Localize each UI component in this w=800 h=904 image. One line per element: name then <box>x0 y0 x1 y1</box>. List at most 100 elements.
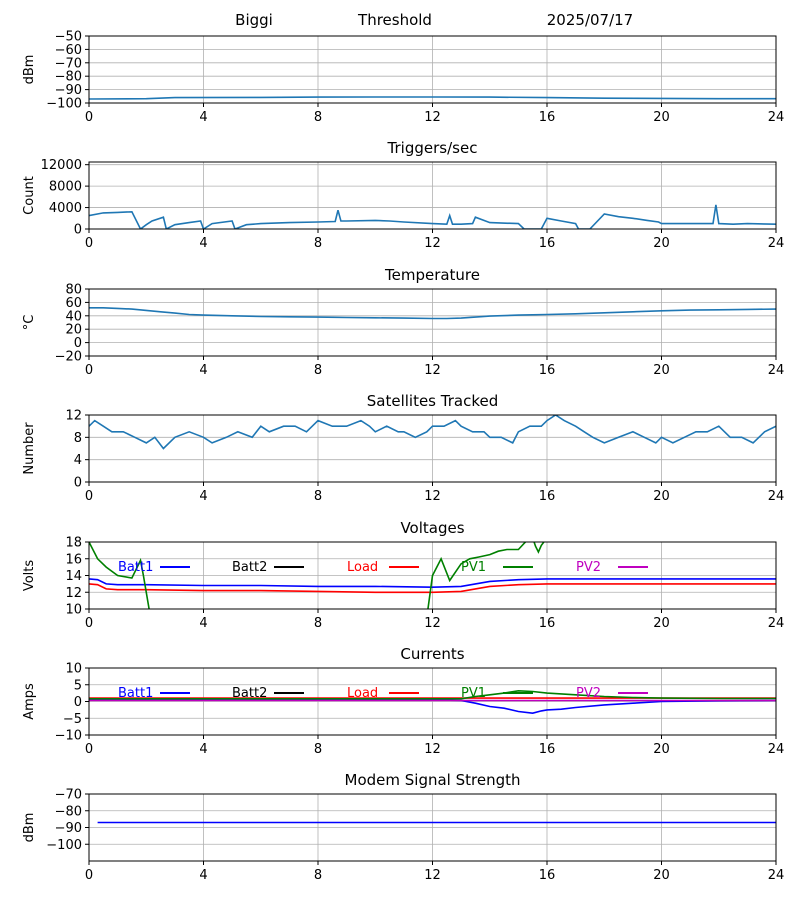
legend-label: PV1 <box>461 560 486 575</box>
legend-label: Batt2 <box>232 686 267 701</box>
y-tick-label: 12 <box>65 409 82 424</box>
y-tick-label: 60 <box>65 296 82 311</box>
x-tick-label: 16 <box>539 363 556 378</box>
y-tick-label: 4 <box>74 453 82 468</box>
y-tick-label: 10 <box>65 662 82 677</box>
series-line-0 <box>89 578 776 589</box>
x-tick-label: 0 <box>85 110 93 125</box>
y-tick-label: −100 <box>46 838 82 853</box>
x-tick-label: 4 <box>199 489 207 504</box>
x-tick-label: 16 <box>539 236 556 251</box>
x-tick-label: 4 <box>199 363 207 378</box>
x-tick-label: 12 <box>424 742 441 757</box>
panel-satellites: 0 4 8 12 16 20 24 0 4 8 12 Number Satellites Tracked <box>22 392 784 504</box>
y-tick-label: 8000 <box>49 180 82 195</box>
series-line-2 <box>89 542 545 609</box>
figure-date: 2025/07/17 <box>546 11 634 29</box>
y-tick-label: 0 <box>74 223 82 238</box>
panel-title: Satellites Tracked <box>367 392 498 410</box>
panel-title: Temperature <box>384 266 480 284</box>
x-tick-label: 8 <box>314 236 322 251</box>
panel-title: Voltages <box>400 519 464 537</box>
x-tick-label: 20 <box>653 868 670 883</box>
x-tick-label: 20 <box>653 489 670 504</box>
legend-label: PV2 <box>576 560 601 575</box>
y-tick-label: −100 <box>46 97 82 112</box>
legend-label: Batt1 <box>118 686 153 701</box>
y-tick-label: −20 <box>55 350 82 365</box>
series-line-0 <box>89 204 776 229</box>
panel-modem: 0 4 8 12 16 20 24 −100 −90 −80−70 dBm Modem Signal … <box>22 771 784 883</box>
y-axis-label: Count <box>22 176 37 215</box>
series-line-0 <box>89 307 776 320</box>
x-tick-label: 24 <box>768 489 785 504</box>
y-tick-label: −70 <box>55 56 82 71</box>
y-tick-label: −60 <box>55 43 82 58</box>
y-tick-label: −80 <box>55 70 82 85</box>
legend-label: PV2 <box>576 686 601 701</box>
x-tick-label: 12 <box>424 363 441 378</box>
x-tick-label: 12 <box>424 868 441 883</box>
first-panel-title: Threshold <box>358 11 432 29</box>
panel-title: Modem Signal Strength <box>345 771 521 789</box>
y-tick-label: 5 <box>74 678 82 693</box>
series-line-0 <box>89 96 776 100</box>
y-axis-label: Amps <box>22 683 37 720</box>
x-tick-label: 0 <box>85 236 93 251</box>
x-tick-label: 12 <box>424 110 441 125</box>
y-axis-label: dBm <box>22 55 37 85</box>
x-tick-label: 4 <box>199 236 207 251</box>
x-tick-label: 4 <box>199 868 207 883</box>
series-line-2 <box>89 689 776 700</box>
y-tick-label: −50 <box>55 30 82 45</box>
y-tick-label: 14 <box>65 569 82 584</box>
y-tick-label: −90 <box>55 83 82 98</box>
x-tick-label: 20 <box>653 236 670 251</box>
x-tick-label: 8 <box>314 489 322 504</box>
legend-label: PV1 <box>461 686 486 701</box>
y-tick-label: 4000 <box>49 201 82 216</box>
y-tick-label: 0 <box>74 476 82 491</box>
legend-label: Batt2 <box>232 560 267 575</box>
x-tick-label: 8 <box>314 363 322 378</box>
x-tick-label: 8 <box>314 742 322 757</box>
x-tick-label: 4 <box>199 110 207 125</box>
y-axis-label: °C <box>22 315 37 331</box>
y-tick-label: −5 <box>63 712 82 727</box>
legend-label: Batt1 <box>118 560 153 575</box>
x-tick-label: 24 <box>768 363 785 378</box>
x-tick-label: 16 <box>539 742 556 757</box>
legend-label: Load <box>347 686 378 701</box>
x-tick-label: 0 <box>85 363 93 378</box>
station-name: Biggi <box>235 11 273 29</box>
x-tick-label: 16 <box>539 110 556 125</box>
y-tick-label: −10 <box>55 729 82 744</box>
series-line-0 <box>89 415 776 450</box>
x-tick-label: 8 <box>314 616 322 631</box>
figure-title: Biggi Threshold 2025/07/17 <box>0 11 800 31</box>
x-tick-label: 24 <box>768 236 785 251</box>
x-tick-label: 24 <box>768 110 785 125</box>
x-tick-label: 24 <box>768 742 785 757</box>
y-tick-label: 40 <box>65 309 82 324</box>
x-tick-label: 0 <box>85 868 93 883</box>
x-tick-label: 0 <box>85 742 93 757</box>
x-tick-label: 8 <box>314 110 322 125</box>
x-tick-label: 24 <box>768 868 785 883</box>
y-tick-label: 20 <box>65 323 82 338</box>
series-line-1 <box>89 583 776 594</box>
x-tick-label: 0 <box>85 489 93 504</box>
x-tick-label: 0 <box>85 616 93 631</box>
x-tick-label: 16 <box>539 489 556 504</box>
y-tick-label: 8 <box>74 431 82 446</box>
x-tick-label: 20 <box>653 742 670 757</box>
y-tick-label: −80 <box>55 804 82 819</box>
y-tick-label: 80 <box>65 283 82 298</box>
x-tick-label: 20 <box>653 616 670 631</box>
x-tick-label: 12 <box>424 236 441 251</box>
x-tick-label: 8 <box>314 868 322 883</box>
